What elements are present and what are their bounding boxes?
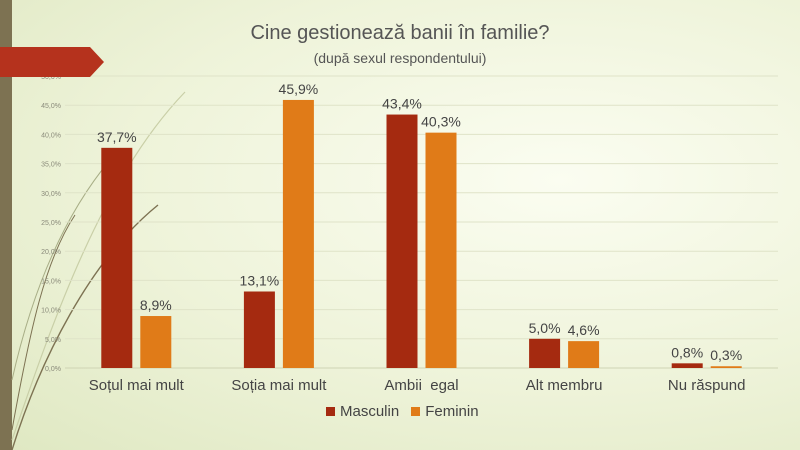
data-label: 13,1% xyxy=(240,272,280,288)
bar-feminin-1 xyxy=(282,99,314,368)
x-category-label: Alt membru xyxy=(526,377,603,394)
data-label: 5,0% xyxy=(529,320,561,336)
gridlines xyxy=(65,75,778,369)
legend-swatch-feminin xyxy=(411,407,421,416)
bar-feminin-0 xyxy=(140,316,172,368)
bar-feminin-2 xyxy=(425,132,457,368)
x-category-labels: Soțul mai mult Soția mai mult Ambii egal Al… xyxy=(89,377,746,394)
y-tick-label: 45,0% xyxy=(41,103,61,110)
data-labels: 37,7% 8,9% 13,1% 45,9% 43,4% 40,3% 5,0% 4,6% 0,8… xyxy=(97,81,742,363)
legend-item-feminin: Feminin xyxy=(411,403,479,420)
left-decorative-stripe xyxy=(0,0,12,450)
legend-item-masculin: Masculin xyxy=(326,403,399,420)
bar-feminin-4 xyxy=(710,366,742,368)
bar-masculin-0 xyxy=(101,147,133,368)
chart-title: Cine gestionează banii în familie? xyxy=(250,22,550,44)
bar-feminin-3 xyxy=(568,341,600,368)
data-label: 0,8% xyxy=(671,344,703,360)
bar-masculin-3 xyxy=(529,338,561,368)
data-label: 37,7% xyxy=(97,129,137,145)
y-tick-label: 10,0% xyxy=(41,308,61,315)
chart-subtitle: (după sexul respondentului) xyxy=(313,50,487,66)
y-tick-label: 40,0% xyxy=(41,132,61,139)
legend: Masculin Feminin xyxy=(326,403,479,420)
x-category-label: Soțul mai mult xyxy=(89,377,185,394)
decorative-curves xyxy=(11,91,186,450)
legend-label-feminin: Feminin xyxy=(425,403,479,420)
y-tick-label: 50,0% xyxy=(41,74,61,81)
x-category-label: Soția mai mult xyxy=(231,377,327,394)
data-label: 0,3% xyxy=(710,347,742,363)
y-tick-label: 30,0% xyxy=(41,191,61,198)
y-tick-label: 5,0% xyxy=(45,337,61,344)
bar-masculin-1 xyxy=(243,291,275,368)
bar-masculin-4 xyxy=(671,363,703,368)
title-banner-arrow xyxy=(0,47,104,77)
y-tick-labels: 0,0% 5,0% 10,0% 15,0% 20,0% 25,0% 30,0% 35,0% 40… xyxy=(41,74,61,373)
x-category-label: Ambii egal xyxy=(384,377,458,394)
y-tick-label: 20,0% xyxy=(41,249,61,256)
data-label: 45,9% xyxy=(279,81,319,97)
data-label: 40,3% xyxy=(421,114,461,130)
data-label: 4,6% xyxy=(568,322,600,338)
legend-swatch-masculin xyxy=(326,407,335,416)
legend-label-masculin: Masculin xyxy=(340,403,400,420)
y-tick-label: 35,0% xyxy=(41,162,61,169)
bars xyxy=(101,99,742,368)
data-label: 8,9% xyxy=(140,297,172,313)
y-tick-label: 0,0% xyxy=(45,366,61,373)
y-tick-label: 25,0% xyxy=(41,220,61,227)
data-label: 43,4% xyxy=(382,96,422,112)
y-tick-label: 15,0% xyxy=(41,278,61,285)
x-category-label: Nu răspund xyxy=(668,377,746,394)
bar-masculin-2 xyxy=(386,114,418,368)
